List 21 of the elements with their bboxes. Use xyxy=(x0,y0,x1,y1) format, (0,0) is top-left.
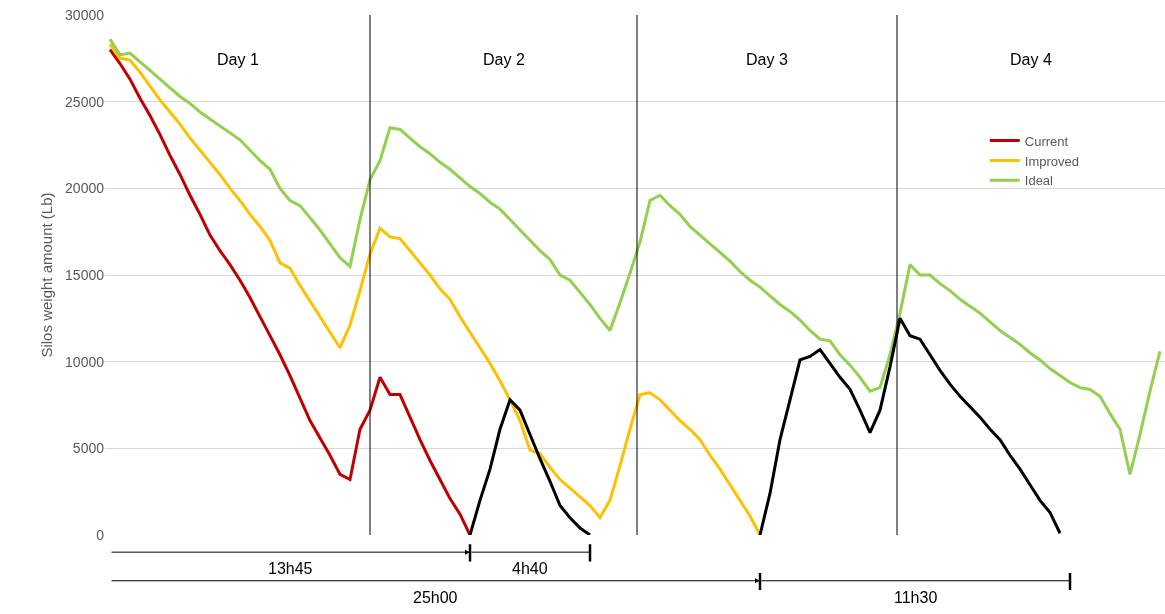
y-tick-label: 30000 xyxy=(65,6,105,23)
line-series xyxy=(108,37,1162,476)
y-tick-label: 20000 xyxy=(65,180,105,197)
annotation: Day 3 xyxy=(746,51,788,68)
y-axis-title: Silos weight amount (Lb) xyxy=(38,192,56,358)
legend-label: Ideal xyxy=(1024,173,1054,189)
text: 25h00 xyxy=(413,589,458,606)
y-tick-label: 0 xyxy=(96,526,105,543)
y-tick-label: 15000 xyxy=(65,266,105,283)
text: 11h30 xyxy=(894,589,938,606)
line-series xyxy=(108,48,472,535)
y-tick-label: 5000 xyxy=(72,440,105,457)
annotation: Day 4 xyxy=(1010,51,1052,68)
text: 4h40 xyxy=(512,560,548,577)
y-tick-label: 10000 xyxy=(65,353,105,370)
text: 13h45 xyxy=(268,560,313,577)
legend-label: Improved xyxy=(1024,153,1079,169)
annotation: Day 1 xyxy=(217,51,259,68)
legend-label: Current xyxy=(1024,133,1069,149)
annotation: Day 2 xyxy=(483,51,525,68)
y-tick-label: 25000 xyxy=(65,93,105,110)
